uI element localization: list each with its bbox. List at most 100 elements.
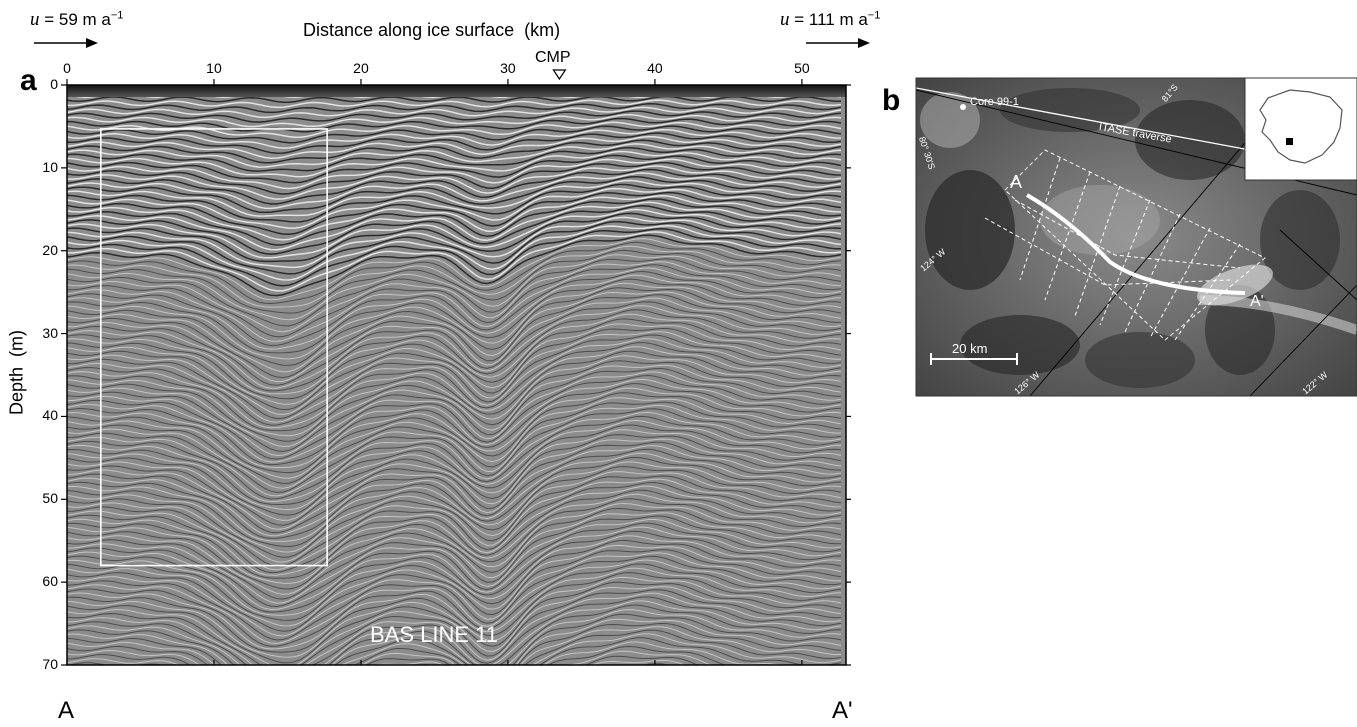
radar-layer <box>67 183 842 223</box>
radar-layer <box>67 378 842 463</box>
radar-layer <box>67 475 842 558</box>
radar-layer <box>67 596 842 665</box>
radar-layer <box>67 572 842 653</box>
radar-layer <box>67 544 842 627</box>
radar-layer <box>67 103 842 114</box>
radar-layer <box>67 117 842 133</box>
radar-layer <box>67 106 842 119</box>
radar-layer <box>67 609 842 665</box>
radar-layer <box>67 383 842 466</box>
radar-layer <box>67 438 842 521</box>
radar-layer <box>67 175 842 214</box>
radar-layer <box>543 641 782 665</box>
radar-layer <box>67 555 842 641</box>
y-tick-label: 30 <box>42 324 58 341</box>
radar-layer <box>67 227 841 287</box>
radar-layer <box>67 519 842 604</box>
radar-layer <box>67 355 842 437</box>
radar-layer <box>67 419 842 503</box>
radar-layer <box>67 191 842 235</box>
radar-layer <box>67 165 842 200</box>
radar-layer <box>67 581 842 664</box>
radar-layer <box>67 485 842 571</box>
radar-layer <box>67 99 842 109</box>
radar-layer <box>67 216 842 269</box>
radar-layer <box>67 278 842 354</box>
radar-layer <box>67 95 842 103</box>
radar-layer <box>67 613 842 665</box>
radar-layer <box>67 452 842 537</box>
radar-layer <box>67 626 842 665</box>
radar-layer <box>67 586 842 665</box>
radar-layer <box>67 589 842 665</box>
velocity-symbol: u <box>30 9 40 30</box>
radar-layer <box>67 478 841 563</box>
radar-layer <box>67 150 842 178</box>
radar-layer <box>591 659 686 665</box>
radar-layer <box>67 515 841 600</box>
right-velocity-label: u = 111 m a−1 <box>780 9 880 31</box>
satellite-frame <box>915 77 1357 397</box>
antarctica-outline <box>1259 89 1343 164</box>
radar-layer <box>67 305 842 389</box>
radar-layer <box>67 146 842 172</box>
radar-layer <box>67 539 842 621</box>
radar-layer <box>67 139 842 164</box>
radar-layer <box>584 655 699 665</box>
radar-layer <box>67 331 841 416</box>
radar-layer <box>67 471 842 553</box>
radar-layer <box>67 633 842 665</box>
radar-layer <box>67 158 842 190</box>
x-tick-label: 40 <box>647 60 663 76</box>
point-a-prime-label: A' <box>1250 293 1264 310</box>
radar-layer <box>67 408 842 493</box>
radar-layer <box>67 291 842 373</box>
end-label-a-prime: A' <box>832 697 853 724</box>
panel-a-letter: a <box>20 64 37 97</box>
radar-layer <box>67 198 842 246</box>
radar-layer <box>67 234 842 297</box>
radar-layer <box>67 549 842 632</box>
radar-layer <box>67 604 842 665</box>
radar-layer <box>67 600 842 665</box>
radar-layer <box>67 301 842 386</box>
radar-frame <box>66 84 847 666</box>
radar-layer <box>67 282 842 360</box>
y-tick-label: 60 <box>42 573 58 590</box>
radar-layer <box>67 110 842 123</box>
radar-layer <box>67 125 842 144</box>
radar-layer <box>67 270 842 347</box>
radar-layer <box>67 429 842 511</box>
x-tick-label: 30 <box>500 60 516 76</box>
radar-layer <box>67 387 842 469</box>
study-area-marker <box>1286 138 1293 145</box>
radar-layer <box>67 679 841 727</box>
radar-layer <box>67 456 842 539</box>
radar-layer <box>67 313 842 395</box>
radar-layer <box>67 374 842 460</box>
radar-layer <box>67 397 842 479</box>
radar-layer <box>67 194 842 241</box>
radar-layer <box>67 401 842 485</box>
radar-layer <box>67 367 841 452</box>
radar-layer <box>67 563 842 647</box>
y-tick-label: 0 <box>50 76 58 92</box>
radar-layer <box>67 618 842 665</box>
radar-layer <box>67 225 842 281</box>
radar-layer <box>67 161 842 195</box>
x-axis-title: Distance along ice surface (km) <box>303 20 561 40</box>
y-tick-label: 20 <box>42 241 58 258</box>
point-a-label: A <box>1010 172 1023 192</box>
radar-layer <box>67 522 842 608</box>
radar-layer <box>67 187 842 229</box>
radar-layer <box>67 493 842 576</box>
radar-layer <box>67 135 842 159</box>
x-tick-label: 10 <box>206 60 222 76</box>
y-axis-title: Depth (m) <box>6 329 27 416</box>
radar-layer <box>67 168 842 205</box>
radar-layer <box>67 671 841 727</box>
radar-layer <box>67 592 842 665</box>
radar-layer <box>67 535 842 616</box>
radar-layer <box>67 231 842 292</box>
satellite-texture <box>916 78 1357 396</box>
